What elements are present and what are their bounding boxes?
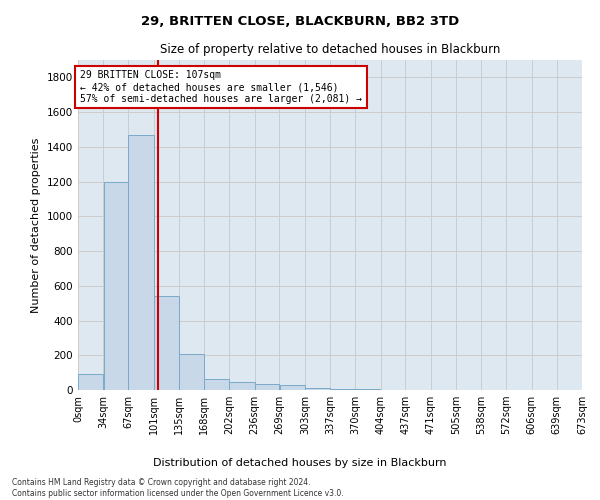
- Y-axis label: Number of detached properties: Number of detached properties: [31, 138, 41, 312]
- Bar: [154, 296, 179, 390]
- Bar: [179, 354, 204, 390]
- Bar: [78, 374, 103, 390]
- Text: Distribution of detached houses by size in Blackburn: Distribution of detached houses by size …: [153, 458, 447, 468]
- Title: Size of property relative to detached houses in Blackburn: Size of property relative to detached ho…: [160, 43, 500, 56]
- Bar: [280, 385, 305, 390]
- Bar: [128, 134, 154, 390]
- Text: Contains HM Land Registry data © Crown copyright and database right 2024.
Contai: Contains HM Land Registry data © Crown c…: [12, 478, 344, 498]
- Text: 29, BRITTEN CLOSE, BLACKBURN, BB2 3TD: 29, BRITTEN CLOSE, BLACKBURN, BB2 3TD: [141, 15, 459, 28]
- Bar: [255, 384, 280, 390]
- Bar: [204, 378, 229, 390]
- Text: 29 BRITTEN CLOSE: 107sqm
← 42% of detached houses are smaller (1,546)
57% of sem: 29 BRITTEN CLOSE: 107sqm ← 42% of detach…: [80, 70, 362, 104]
- Bar: [104, 182, 128, 390]
- Bar: [305, 388, 330, 390]
- Bar: [229, 382, 254, 390]
- Bar: [331, 389, 355, 390]
